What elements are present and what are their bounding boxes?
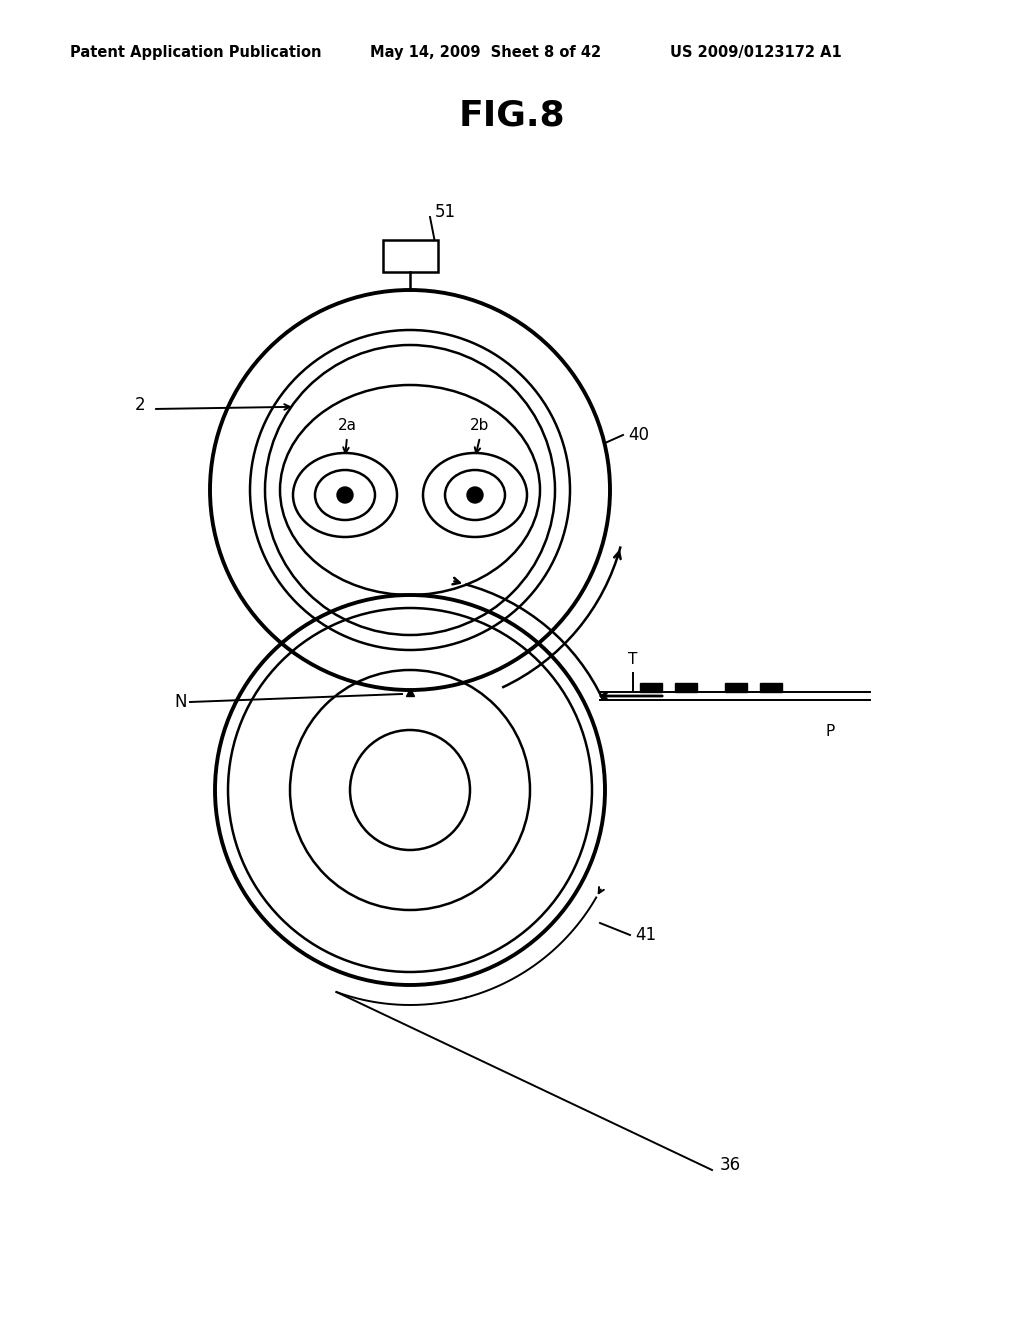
Text: Patent Application Publication: Patent Application Publication (70, 45, 322, 59)
Text: US 2009/0123172 A1: US 2009/0123172 A1 (670, 45, 842, 59)
Bar (640, 682, 662, 692)
Bar (725, 682, 746, 692)
Text: 41: 41 (635, 927, 656, 944)
Text: T: T (629, 652, 638, 668)
Bar (760, 682, 782, 692)
Circle shape (467, 487, 483, 503)
Text: P: P (825, 725, 835, 739)
Bar (383, 240, 437, 272)
Text: 36: 36 (720, 1156, 741, 1173)
Text: 51: 51 (435, 203, 456, 220)
Text: 2b: 2b (470, 417, 489, 433)
Text: FIG.8: FIG.8 (459, 98, 565, 132)
Text: 2: 2 (135, 396, 145, 414)
Text: 40: 40 (628, 426, 649, 444)
Text: May 14, 2009  Sheet 8 of 42: May 14, 2009 Sheet 8 of 42 (370, 45, 601, 59)
Bar (675, 682, 697, 692)
Text: N: N (174, 693, 187, 711)
Circle shape (337, 487, 353, 503)
Text: 2a: 2a (338, 417, 356, 433)
